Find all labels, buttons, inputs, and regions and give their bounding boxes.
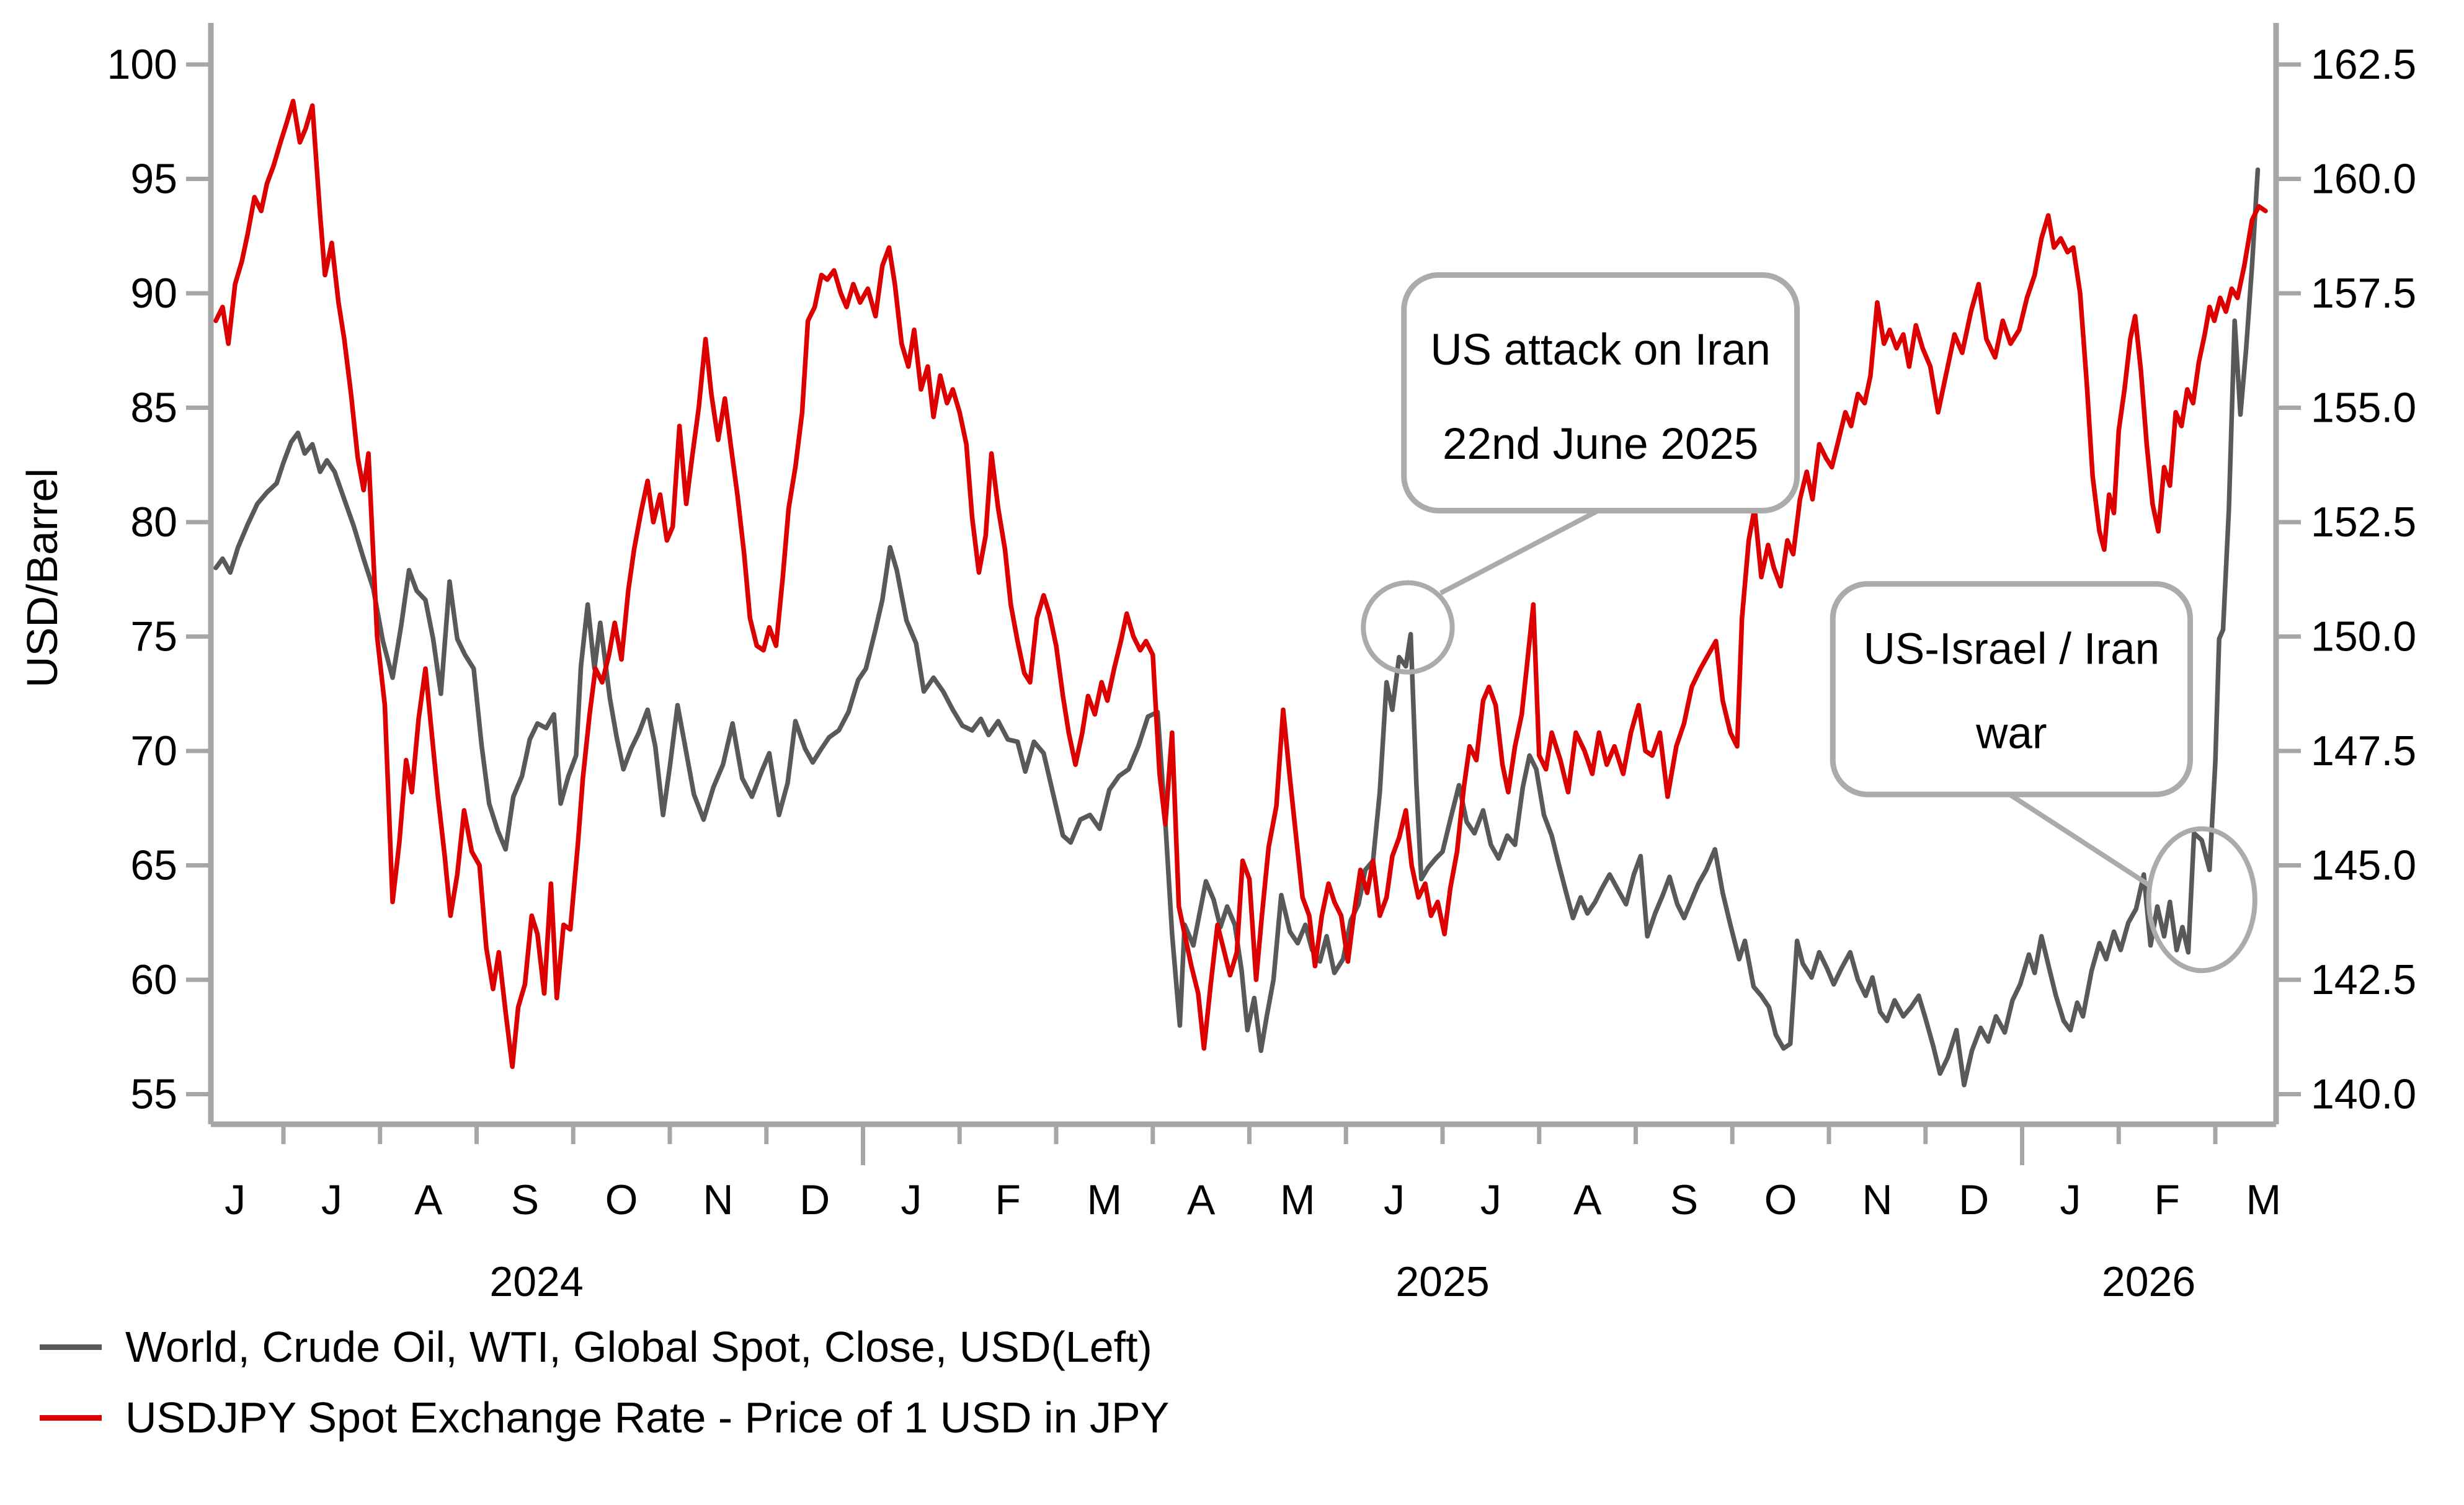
y-axis-right-tick-label: 160.0 <box>2311 156 2416 203</box>
x-axis-year-label: 2025 <box>1395 1258 1489 1305</box>
annotation-circle-1 <box>1361 580 1455 675</box>
y-axis-right-tick-label: 162.5 <box>2311 41 2416 88</box>
annotation-text-2-line-1: US-Israel / Iran <box>1864 625 2159 674</box>
annotation-text-2-line-2: war <box>1975 709 2047 758</box>
y-axis-right-tick-label: 155.0 <box>2311 384 2416 432</box>
x-axis-month-label: M <box>1280 1176 1315 1223</box>
annotation-leader-line-1 <box>1439 508 1599 595</box>
legend-item-oil: World, Crude Oil, WTI, Global Spot, Clos… <box>40 1322 1169 1372</box>
x-axis-month-label: J <box>2060 1176 2081 1223</box>
legend-item-fx: USDJPY Spot Exchange Rate - Price of 1 U… <box>40 1393 1169 1442</box>
annotation-text-1-line-2: 22nd June 2025 <box>1443 420 1758 469</box>
x-axis-month-label: S <box>1670 1176 1698 1223</box>
oil-series-line <box>213 167 2261 1088</box>
y-axis-right-tick-label: 145.0 <box>2311 842 2416 889</box>
x-axis-month-label: N <box>703 1176 733 1223</box>
x-axis-month-label: F <box>2154 1176 2180 1223</box>
legend-label-oil: World, Crude Oil, WTI, Global Spot, Clos… <box>125 1323 1152 1371</box>
x-axis-month-label: M <box>2246 1176 2282 1223</box>
y-axis-right-tick-label: 157.5 <box>2311 270 2416 317</box>
x-axis-month-label: O <box>1764 1176 1797 1223</box>
x-axis-month-label: S <box>511 1176 539 1223</box>
legend-label-fx: USDJPY Spot Exchange Rate - Price of 1 U… <box>125 1393 1170 1442</box>
y-axis-left-tick-label: 75 <box>130 613 177 660</box>
x-axis-month-label: A <box>414 1176 443 1223</box>
x-axis-month-label: M <box>1087 1176 1123 1223</box>
annotation-circle-2 <box>2146 826 2257 974</box>
legend: World, Crude Oil, WTI, Global Spot, Clos… <box>40 1322 1169 1463</box>
x-axis-month-label: J <box>1384 1176 1405 1223</box>
x-axis-month-label: J <box>225 1176 246 1223</box>
x-axis-month-label: A <box>1573 1176 1602 1223</box>
y-axis-left-tick-label: 95 <box>130 156 177 203</box>
x-axis-year-label: 2026 <box>2102 1258 2195 1305</box>
x-axis-month-label: J <box>321 1176 342 1223</box>
x-axis-month-label: F <box>995 1176 1021 1223</box>
legend-swatch-fx-icon <box>40 1414 102 1421</box>
x-axis-month-label: N <box>1862 1176 1892 1223</box>
fx-series-line <box>213 99 2268 1069</box>
legend-swatch-oil-icon <box>40 1344 102 1350</box>
y-axis-right-tick-label: 147.5 <box>2311 727 2416 775</box>
y-axis-left-tick-label: 55 <box>130 1071 177 1118</box>
x-axis-month-label: D <box>1959 1176 1989 1223</box>
y-axis-left-tick-label: 80 <box>130 499 177 546</box>
y-axis-right-tick-label: 152.5 <box>2311 499 2416 546</box>
y-axis-right-tick-label: 140.0 <box>2311 1071 2416 1118</box>
annotation-leader-line-2 <box>2008 792 2152 889</box>
x-axis-year-label: 2024 <box>489 1258 583 1305</box>
y-axis-right-tick-label: 142.5 <box>2311 956 2416 1003</box>
x-axis-month-label: O <box>605 1176 638 1223</box>
x-axis-month-label: D <box>799 1176 830 1223</box>
y-axis-left-tick-label: 100 <box>107 41 177 88</box>
x-axis-month-label: A <box>1187 1176 1216 1223</box>
x-axis-month-label: J <box>901 1176 922 1223</box>
y-axis-left-tick-label: 90 <box>130 270 177 317</box>
y-axis-left-tick-label: 65 <box>130 842 177 889</box>
annotation-box-1 <box>1401 272 1800 514</box>
annotation-text-1-line-1: US attack on Iran <box>1430 326 1771 375</box>
annotation-box-2 <box>1830 581 2194 797</box>
y-axis-left-tick-label: 85 <box>130 384 177 432</box>
x-axis-month-label: J <box>1480 1176 1501 1223</box>
y-axis-left-tick-label: 60 <box>130 956 177 1003</box>
y-axis-title: USD/Barrel <box>18 468 66 688</box>
y-axis-right-tick-label: 150.0 <box>2311 613 2416 660</box>
y-axis-left-tick-label: 70 <box>130 727 177 775</box>
